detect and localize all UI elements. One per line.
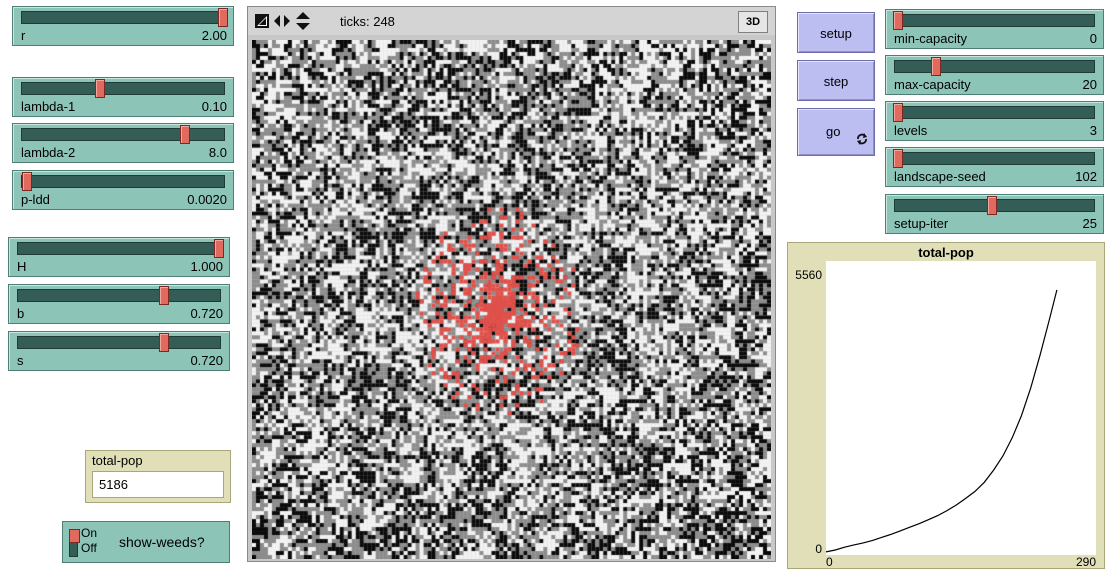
slider-track[interactable] — [892, 11, 1095, 30]
slider-track[interactable] — [21, 79, 225, 98]
switch-knob[interactable] — [69, 529, 80, 543]
tick-counter: ticks: 248 — [340, 14, 395, 29]
switch-label: show-weeds? — [119, 534, 205, 550]
y-min-label: 0 — [815, 542, 822, 556]
slider-track[interactable] — [21, 125, 225, 144]
y-max-label: 5560 — [795, 268, 822, 282]
go-button[interactable]: go — [797, 108, 875, 156]
arrows-vertical-icon[interactable] — [294, 11, 312, 31]
slider-knob[interactable] — [22, 172, 33, 191]
arrows-horizontal-icon[interactable] — [273, 13, 291, 29]
3d-view-button[interactable]: 3D — [738, 11, 768, 33]
monitor-value: 5186 — [92, 471, 224, 498]
plot-title: total-pop — [918, 245, 974, 260]
slider-label: landscape-seed — [894, 169, 986, 184]
slider-value: 1.000 — [190, 259, 223, 274]
slider-r[interactable]: r 2.00 — [12, 6, 234, 46]
slider-knob[interactable] — [892, 103, 903, 122]
slider-track[interactable] — [892, 103, 1095, 122]
slider-knob[interactable] — [179, 125, 190, 144]
switch-off-label: Off — [81, 541, 97, 555]
view-edges-icon[interactable] — [254, 13, 270, 29]
slider-track[interactable] — [21, 172, 225, 191]
slider-knob[interactable] — [930, 57, 941, 76]
slider-knob[interactable] — [213, 239, 224, 258]
slider-value: 0 — [1089, 31, 1097, 46]
slider-label: lambda-1 — [21, 99, 76, 114]
slider-H[interactable]: H 1.000 — [8, 237, 230, 277]
monitor-label: total-pop — [92, 453, 143, 468]
slider-knob[interactable] — [159, 333, 170, 352]
plot-total-pop: total-pop 5560 0 0 290 — [787, 242, 1105, 569]
slider-value: 8.0 — [208, 145, 227, 160]
slider-value: 0.720 — [190, 306, 223, 321]
slider-b[interactable]: b 0.720 — [8, 284, 230, 324]
slider-label: levels — [894, 123, 928, 138]
slider-label: setup-iter — [894, 216, 949, 231]
switch-toggle[interactable] — [69, 529, 80, 557]
switch-on-label: On — [81, 526, 98, 540]
switch-show-weeds[interactable]: On Off show-weeds? — [62, 521, 230, 563]
slider-knob[interactable] — [892, 149, 903, 168]
step-button[interactable]: step — [797, 60, 875, 101]
slider-track[interactable] — [892, 149, 1095, 168]
slider-value: 0.720 — [190, 353, 223, 368]
slider-label: s — [17, 353, 24, 368]
slider-value: 102 — [1075, 169, 1097, 184]
slider-landscape-seed[interactable]: landscape-seed 102 — [885, 147, 1104, 187]
slider-track[interactable] — [894, 57, 1095, 76]
x-min-label: 0 — [826, 555, 833, 568]
slider-value: 2.00 — [201, 28, 227, 43]
slider-setup-iter[interactable]: setup-iter 25 — [885, 194, 1104, 234]
slider-min-capacity[interactable]: min-capacity 0 — [885, 9, 1104, 49]
go-label: go — [826, 124, 841, 139]
slider-value: 3 — [1089, 123, 1097, 138]
world-canvas[interactable] — [252, 40, 771, 559]
world-view-frame: ticks: 248 3D — [247, 6, 776, 562]
slider-levels[interactable]: levels 3 — [885, 101, 1104, 141]
series-line-total-pop — [825, 289, 1058, 553]
plot-background — [826, 261, 1096, 555]
setup-button[interactable]: setup — [797, 12, 875, 53]
plot-area: 5560 0 0 290 — [795, 261, 1096, 568]
monitor-total-pop: total-pop 5186 — [85, 450, 231, 503]
slider-max-capacity[interactable]: max-capacity 20 — [885, 55, 1104, 95]
slider-label: min-capacity — [894, 31, 967, 46]
x-max-label: 290 — [1076, 555, 1096, 568]
slider-track[interactable] — [17, 333, 221, 352]
slider-label: r — [21, 28, 26, 43]
slider-label: H — [17, 259, 27, 274]
slider-knob[interactable] — [986, 196, 997, 215]
slider-track[interactable] — [894, 196, 1095, 215]
slider-value: 25 — [1082, 216, 1097, 231]
slider-knob[interactable] — [159, 286, 170, 305]
slider-label: b — [17, 306, 25, 321]
slider-value: 20 — [1082, 77, 1097, 92]
slider-value: 0.0020 — [187, 192, 227, 207]
slider-p-ldd[interactable]: p-ldd 0.0020 — [12, 170, 234, 210]
slider-track[interactable] — [17, 286, 221, 305]
slider-label: max-capacity — [894, 77, 971, 92]
slider-label: p-ldd — [21, 192, 50, 207]
slider-value: 0.10 — [201, 99, 227, 114]
slider-lambda-1[interactable]: lambda-1 0.10 — [12, 77, 234, 117]
slider-track[interactable] — [21, 8, 228, 27]
slider-label: lambda-2 — [21, 145, 76, 160]
slider-s[interactable]: s 0.720 — [8, 331, 230, 371]
slider-track[interactable] — [17, 239, 224, 258]
forever-loop-icon — [857, 133, 867, 145]
view-toolbar: ticks: 248 3D — [248, 7, 775, 35]
slider-knob[interactable] — [892, 11, 903, 30]
slider-knob[interactable] — [217, 8, 228, 27]
slider-knob[interactable] — [94, 79, 105, 98]
slider-lambda-2[interactable]: lambda-2 8.0 — [12, 123, 234, 163]
